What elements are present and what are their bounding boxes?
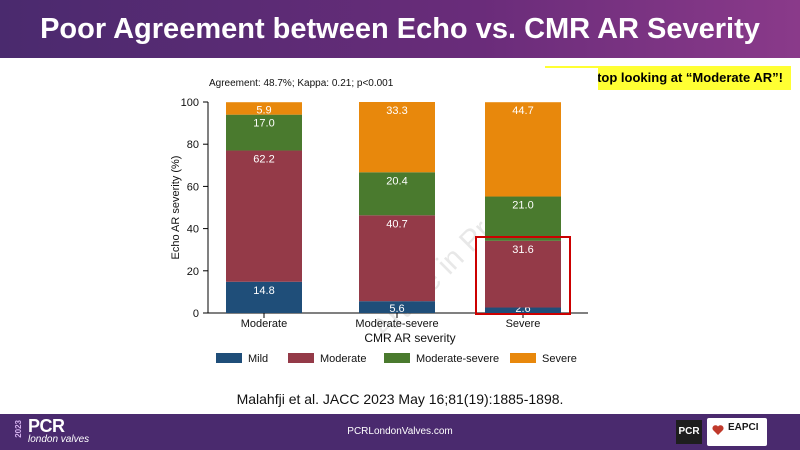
x-axis-label: CMR AR severity xyxy=(364,331,455,345)
data-label: 20.4 xyxy=(386,175,407,187)
data-label: 21.0 xyxy=(512,200,533,212)
bar-segment xyxy=(485,196,561,241)
title-banner xyxy=(0,0,800,58)
y-tick-label: 40 xyxy=(187,224,199,236)
x-tick-label: Moderate xyxy=(241,318,287,330)
chart-annotation: Agreement: 48.7%; Kappa: 0.21; p<0.001 xyxy=(209,78,394,89)
legend-label: Moderate-severe xyxy=(416,353,499,365)
slide-title: Poor Agreement between Echo vs. CMR AR S… xyxy=(40,13,760,45)
highlight-box xyxy=(475,236,571,315)
bar-segment xyxy=(359,172,435,216)
y-tick-label: 60 xyxy=(187,181,199,193)
x-tick-label: Moderate-severe xyxy=(355,318,438,330)
legend-swatch xyxy=(384,353,410,363)
data-label: 5.9 xyxy=(256,105,271,117)
data-label: 14.8 xyxy=(253,285,274,297)
bar-segment xyxy=(359,102,435,173)
bar-segment xyxy=(226,102,302,115)
data-label: 17.0 xyxy=(253,118,274,130)
bar-segment xyxy=(359,301,435,313)
legend-label: Severe xyxy=(542,353,577,365)
citation-text: Malahfji et al. JACC 2023 May 16;81(19):… xyxy=(236,391,564,407)
y-tick-label: 80 xyxy=(187,139,199,151)
y-tick-label: 100 xyxy=(181,97,199,109)
y-axis-label: Echo AR severity (%) xyxy=(170,156,182,260)
pcr-logo-subtext: london valves xyxy=(28,434,90,445)
data-label: 44.7 xyxy=(512,105,533,117)
data-label: 33.3 xyxy=(386,105,407,117)
data-label: 62.2 xyxy=(253,154,274,166)
bar-segment xyxy=(226,281,302,313)
y-tick-label: 0 xyxy=(193,308,199,320)
bar-segment xyxy=(485,102,561,197)
bar-segment xyxy=(485,307,561,313)
heart-icon xyxy=(712,425,724,435)
data-label: 31.6 xyxy=(512,244,533,256)
data-label: 5.6 xyxy=(389,303,404,315)
x-tick-label: Severe xyxy=(506,318,541,330)
bar-segment xyxy=(226,114,302,151)
footer-bar: PCRLondonValves.com xyxy=(0,414,800,450)
footer-url[interactable]: PCRLondonValves.com xyxy=(347,426,453,437)
logo-year: 2023 xyxy=(14,420,23,438)
legend-swatch xyxy=(288,353,314,363)
bar-segment xyxy=(359,215,435,302)
bar-segment xyxy=(485,240,561,308)
y-tick-label: 20 xyxy=(187,266,199,278)
legend-swatch xyxy=(216,353,242,363)
pcr-badge-logo: PCR xyxy=(676,420,702,444)
eapci-logo-text: EAPCI xyxy=(728,422,759,433)
bar-segment xyxy=(226,150,302,282)
data-label: 40.7 xyxy=(386,218,407,230)
legend-label: Mild xyxy=(248,353,268,365)
legend-label: Moderate xyxy=(320,353,366,365)
pcr-logo-text: PCR xyxy=(28,416,65,436)
legend-swatch xyxy=(510,353,536,363)
